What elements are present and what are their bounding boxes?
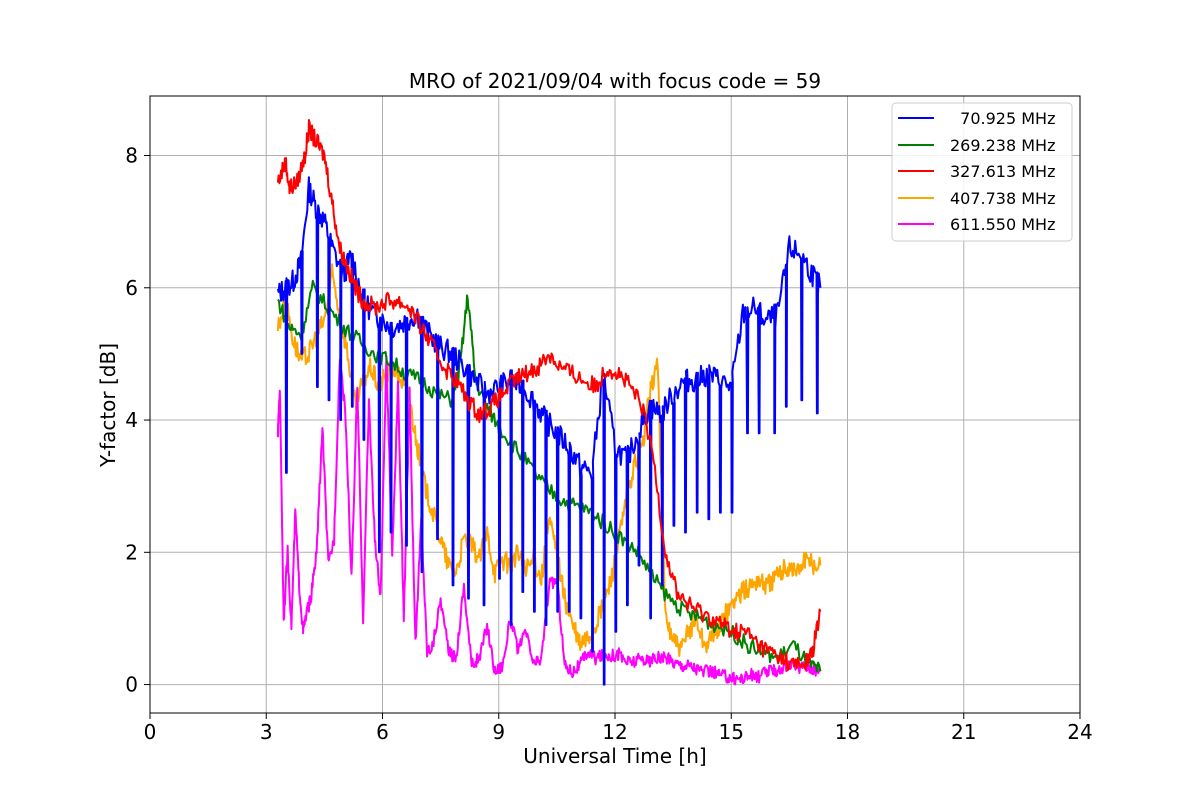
series-layer xyxy=(276,119,822,686)
legend-item-327613: 327.613 MHz xyxy=(898,162,1055,181)
series-line-407738 xyxy=(276,263,822,657)
legend-label-611550: 611.550 MHz xyxy=(950,215,1055,234)
y-tick-label: 4 xyxy=(125,408,138,432)
legend-label-70925: 70.925 MHz xyxy=(950,109,1055,128)
legend-item-269238: 269.238 MHz xyxy=(898,136,1055,155)
x-tick-label: 18 xyxy=(835,720,860,744)
x-tick-label: 3 xyxy=(260,720,273,744)
y-tick-label: 8 xyxy=(125,144,138,168)
legend-label-327613: 327.613 MHz xyxy=(950,162,1055,181)
series-line-70925 xyxy=(276,176,822,686)
legend-item-70925: 70.925 MHz xyxy=(898,109,1055,128)
y-tick-label: 2 xyxy=(125,540,138,564)
y-axis-label: Y-factor [dB] xyxy=(96,343,120,468)
legend-box xyxy=(891,102,1073,242)
x-tick-label: 9 xyxy=(492,720,505,744)
x-tick-label: 6 xyxy=(376,720,389,744)
x-tick-label: 21 xyxy=(951,720,976,744)
legend-label-407738: 407.738 MHz xyxy=(950,189,1055,208)
chart-title: MRO of 2021/09/04 with focus code = 59 xyxy=(409,69,821,93)
legend-item-407738: 407.738 MHz xyxy=(898,189,1055,208)
x-axis-label: Universal Time [h] xyxy=(523,744,706,768)
x-tick-label: 0 xyxy=(144,720,157,744)
series-line-327613 xyxy=(276,119,822,672)
legend-item-611550: 611.550 MHz xyxy=(898,215,1055,234)
y-tick-label: 0 xyxy=(125,673,138,697)
x-tick-label: 12 xyxy=(602,720,627,744)
legend-label-269238: 269.238 MHz xyxy=(950,136,1055,155)
y-tick-label: 6 xyxy=(125,276,138,300)
legend: 70.925 MHz 269.238 MHz 327.613 MHz 407.7… xyxy=(891,102,1073,242)
x-tick-label: 15 xyxy=(719,720,744,744)
x-tick-label: 24 xyxy=(1067,720,1092,744)
